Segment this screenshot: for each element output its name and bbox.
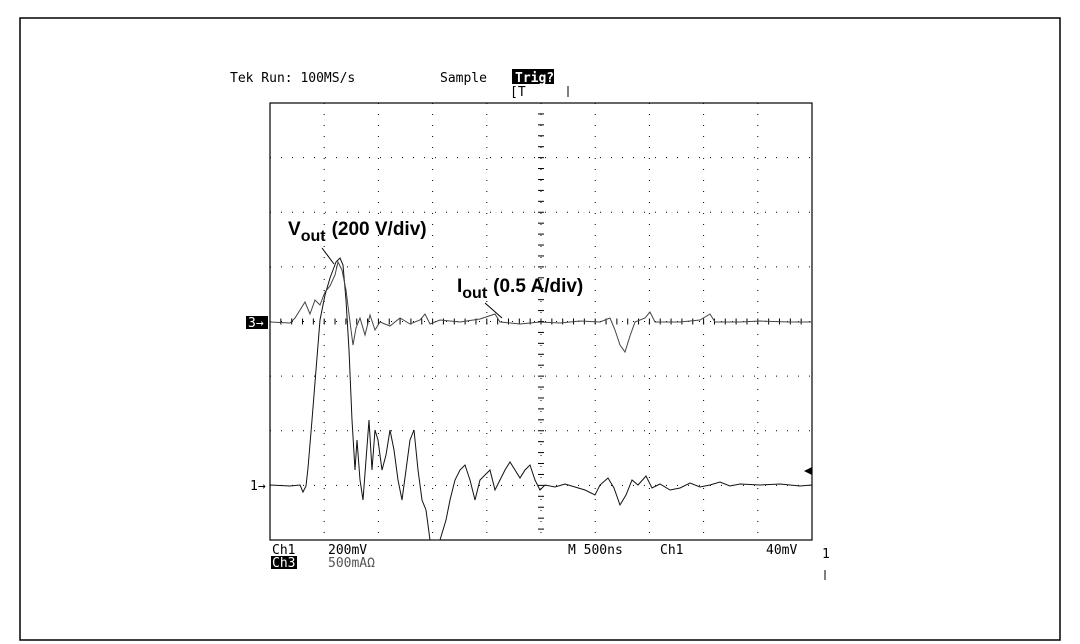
iout-subscript: out (462, 285, 488, 302)
iout-scale: (0.5 A/div) (493, 276, 583, 297)
vout-annotation: Vout (200 V/div) (288, 219, 427, 245)
ch3-label: Ch3 (272, 556, 295, 571)
vout-pointer (322, 248, 334, 264)
vout-trace (270, 258, 812, 540)
page: Tek Run: 100MS/s Sample Trig? [T Vout (20… (0, 0, 1080, 644)
trigger-status: Trig? (515, 71, 554, 86)
iout-annotation: Iout(0.5 A/div) (457, 276, 583, 302)
figure-frame (20, 18, 1060, 640)
vout-subscript: out (301, 228, 327, 245)
vout-scale: (200 V/div) (332, 219, 427, 240)
scope-mode: Sample (440, 71, 487, 86)
trigger-source: Ch1 (660, 543, 683, 558)
iout-pointer (485, 303, 502, 318)
scope-status: Tek Run: 100MS/s (230, 71, 355, 86)
timebase: M 500ns (568, 543, 623, 558)
ch3-scale: 500mAΩ (328, 556, 375, 571)
ch3-marker: 3→ (248, 316, 264, 331)
vout-symbol: V (288, 219, 301, 240)
trigger-level: 40mV (766, 543, 797, 558)
trigger-bracket: [T (510, 85, 526, 100)
side-mark: 1 (822, 547, 830, 562)
trigger-level-arrow (804, 467, 812, 475)
ch1-marker: 1→ (250, 479, 266, 494)
